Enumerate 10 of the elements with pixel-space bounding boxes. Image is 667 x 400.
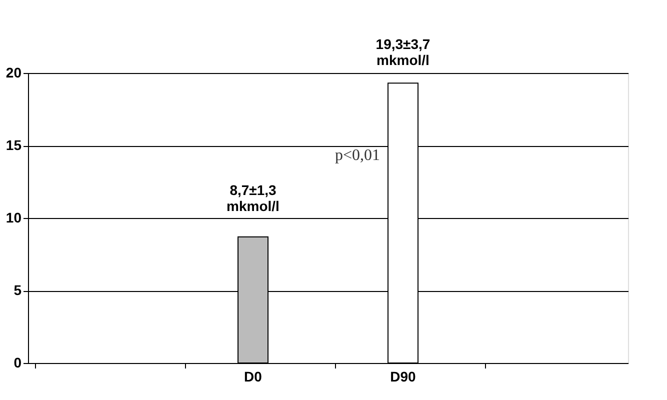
x-tick-label: D0 bbox=[244, 368, 262, 384]
y-tick-label: 10 bbox=[6, 210, 22, 226]
y-tick-label: 5 bbox=[14, 282, 22, 298]
annotation: p<0,01 bbox=[334, 147, 380, 164]
y-tick-label: 15 bbox=[6, 137, 22, 153]
y-tick-label: 0 bbox=[14, 354, 22, 370]
data-label: 19,3±3,7 mkmol/l bbox=[376, 36, 430, 68]
data-label: 8,7±1,3 mkmol/l bbox=[226, 182, 280, 214]
y-tick-label: 20 bbox=[6, 64, 22, 80]
x-tick-label: D90 bbox=[390, 368, 416, 384]
